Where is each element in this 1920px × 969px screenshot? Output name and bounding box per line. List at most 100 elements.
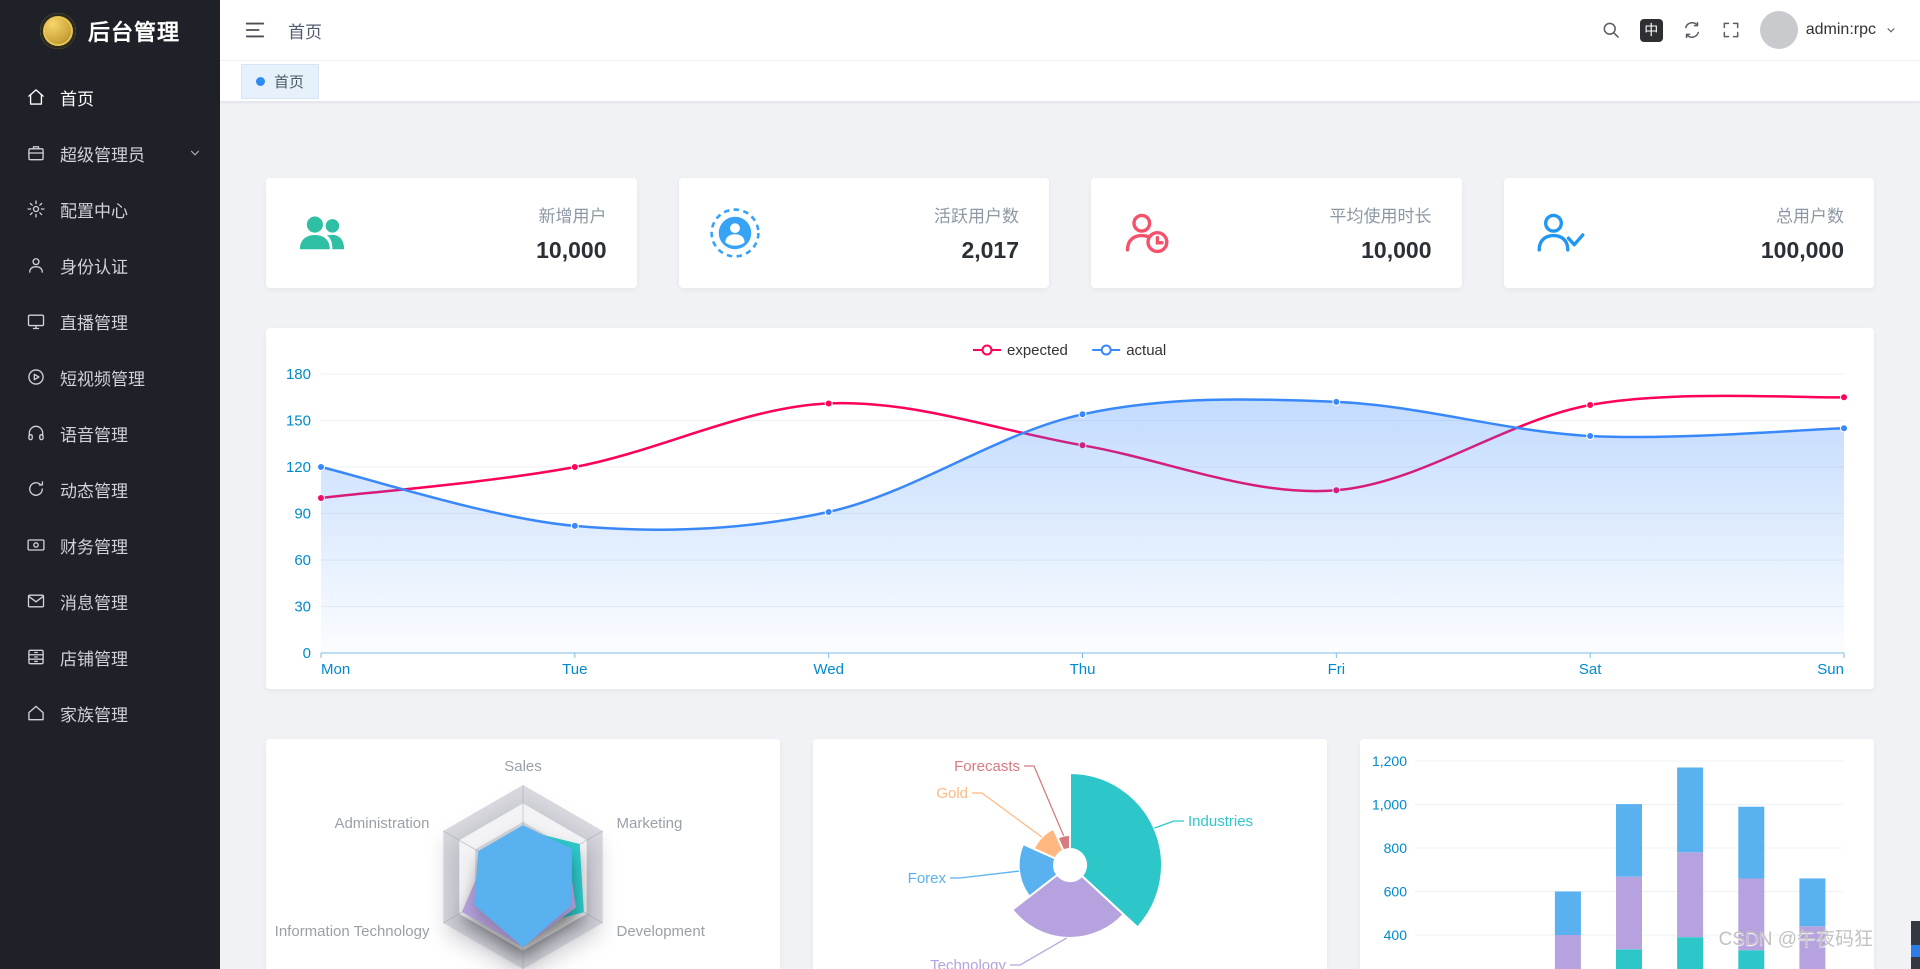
sidebar-item-moments[interactable]: 动态管理	[0, 461, 220, 517]
svg-text:Industries: Industries	[1188, 813, 1253, 830]
sidebar-item-voice[interactable]: 语音管理	[0, 405, 220, 461]
svg-text:180: 180	[286, 366, 311, 383]
gear-icon	[26, 199, 46, 219]
svg-text:1,000: 1,000	[1372, 797, 1407, 813]
envelope-icon	[26, 591, 46, 611]
top-header: 首页 中 admin:rpc	[220, 0, 1920, 61]
refresh-icon[interactable]	[1682, 20, 1702, 40]
home-icon	[26, 87, 46, 107]
sidebar-item-live-management[interactable]: 直播管理	[0, 293, 220, 349]
stat-value: 100,000	[1760, 237, 1844, 263]
sidebar-item-label: 家族管理	[60, 705, 128, 725]
svg-text:Sales: Sales	[504, 758, 542, 775]
briefcase-icon	[26, 143, 46, 163]
sidebar-item-shop[interactable]: 店铺管理	[0, 629, 220, 685]
svg-text:Forex: Forex	[908, 870, 947, 887]
stat-card-usage-time[interactable]: 平均使用时长 10,000	[1091, 178, 1462, 288]
house-icon	[26, 703, 46, 723]
svg-text:Mon: Mon	[321, 661, 350, 678]
stat-value: 10,000	[536, 237, 607, 263]
svg-text:Administration: Administration	[334, 815, 429, 832]
stat-card-new-users[interactable]: 新增用户 10,000	[266, 178, 637, 288]
sidebar-item-label: 店铺管理	[60, 649, 128, 669]
svg-text:Development: Development	[617, 923, 706, 940]
svg-text:Tue: Tue	[562, 661, 587, 678]
stat-title: 总用户数	[1776, 207, 1844, 226]
headphones-icon	[26, 423, 46, 443]
sidebar-item-short-video[interactable]: 短视频管理	[0, 349, 220, 405]
stat-card-active-users[interactable]: 活跃用户数 2,017	[678, 178, 1049, 288]
sidebar-item-family[interactable]: 家族管理	[0, 685, 220, 741]
tiger-logo-icon	[39, 12, 76, 49]
sidebar-item-label: 消息管理	[60, 593, 128, 613]
stat-title: 平均使用时长	[1329, 207, 1432, 226]
sidebar-item-messages[interactable]: 消息管理	[0, 573, 220, 629]
fullscreen-icon[interactable]	[1721, 20, 1741, 40]
tab-home[interactable]: 首页	[241, 63, 320, 99]
pie-slice-Industries[interactable]	[1069, 771, 1163, 929]
drawers-icon	[26, 647, 46, 667]
play-circle-icon	[26, 367, 46, 387]
svg-text:Information Technology: Information Technology	[275, 923, 430, 940]
breadcrumb[interactable]: 首页	[288, 22, 322, 42]
radar-chart: Sales Administration Information Technolog…	[275, 758, 706, 969]
pie-slice-Forex[interactable]	[1017, 842, 1059, 898]
pie-slice-Technology[interactable]	[1010, 873, 1126, 939]
sidebar-item-label: 短视频管理	[60, 369, 145, 389]
stat-value: 10,000	[1361, 237, 1432, 263]
svg-text:0: 0	[303, 645, 311, 662]
svg-text:Fri: Fri	[1328, 661, 1346, 678]
pie-chart: Industries Technology Forex Gold Forecasts	[908, 758, 1253, 969]
legend-expected[interactable]: expected	[973, 342, 1068, 359]
svg-text:120: 120	[286, 459, 311, 476]
users-group-icon	[296, 207, 348, 259]
sidebar-collapse-icon[interactable]	[244, 19, 266, 41]
sidebar-item-config-center[interactable]: 配置中心	[0, 181, 220, 237]
chevron-down-icon	[190, 150, 200, 156]
line-chart: 0 30 60 90 120 150 180 Mon Tue Wed Thu Fri Sat Sun exp…	[286, 342, 1848, 678]
stat-title: 活跃用户数	[934, 207, 1019, 226]
svg-text:90: 90	[294, 506, 311, 523]
svg-text:400: 400	[1384, 927, 1408, 943]
sidebar-item-label: 财务管理	[60, 537, 128, 557]
logo[interactable]: 后台管理	[0, 0, 220, 61]
stat-card-total-users[interactable]: 总用户数 100,000	[1503, 178, 1874, 288]
svg-text:expected: expected	[1007, 342, 1068, 359]
user-dashed-circle-icon	[709, 207, 761, 259]
pie-chart-card: Industries Technology Forex Gold Forecasts	[813, 739, 1327, 969]
bottom-charts-row: Sales Administration Information Technolog…	[266, 739, 1874, 969]
legend-actual[interactable]: actual	[1092, 342, 1166, 359]
username: admin:rpc	[1805, 21, 1876, 38]
sidebar-item-label: 语音管理	[60, 425, 128, 445]
bar-chart: 02004006008001,0001,200MonTueWedThuFriSa…	[1372, 753, 1843, 969]
sidebar-item-home[interactable]: 首页	[0, 69, 220, 125]
sidebar-item-super-admin[interactable]: 超级管理员	[0, 125, 220, 181]
svg-text:30: 30	[294, 599, 311, 616]
avatar	[1759, 11, 1798, 49]
sidebar-item-finance[interactable]: 财务管理	[0, 517, 220, 573]
sidebar-item-identity-auth[interactable]: 身份认证	[0, 237, 220, 293]
sidebar-item-label: 超级管理员	[60, 145, 145, 165]
svg-text:Forecasts: Forecasts	[954, 758, 1020, 775]
svg-text:Gold: Gold	[936, 785, 968, 802]
language-icon[interactable]: 中	[1639, 18, 1663, 42]
sidebar-item-label: 配置中心	[60, 201, 128, 221]
monitor-icon	[26, 311, 46, 331]
pie-slice-Forecasts[interactable]	[1056, 833, 1071, 852]
sidebar-item-label: 动态管理	[60, 481, 128, 501]
pie-slice-Gold[interactable]	[1032, 827, 1065, 860]
sidebar-menu: 首页 超级管理员 配置中心 身份认证 直播管理 短视频管理	[0, 61, 220, 741]
svg-text:600: 600	[1384, 884, 1408, 900]
user-icon	[26, 255, 46, 275]
app-title: 后台管理	[87, 19, 180, 45]
line-chart-card: 0 30 60 90 120 150 180 Mon Tue Wed Thu Fri Sat Sun exp…	[266, 328, 1874, 689]
banknote-icon	[26, 535, 46, 555]
scrollbar-thumb[interactable]	[1911, 921, 1920, 969]
svg-text:60: 60	[294, 552, 311, 569]
bar-chart-card: 02004006008001,0001,200MonTueWedThuFriSa…	[1360, 739, 1874, 969]
svg-text:1,200: 1,200	[1372, 753, 1407, 769]
user-menu[interactable]: admin:rpc	[1759, 11, 1898, 49]
user-clock-icon	[1121, 207, 1173, 259]
search-icon[interactable]	[1601, 20, 1621, 40]
